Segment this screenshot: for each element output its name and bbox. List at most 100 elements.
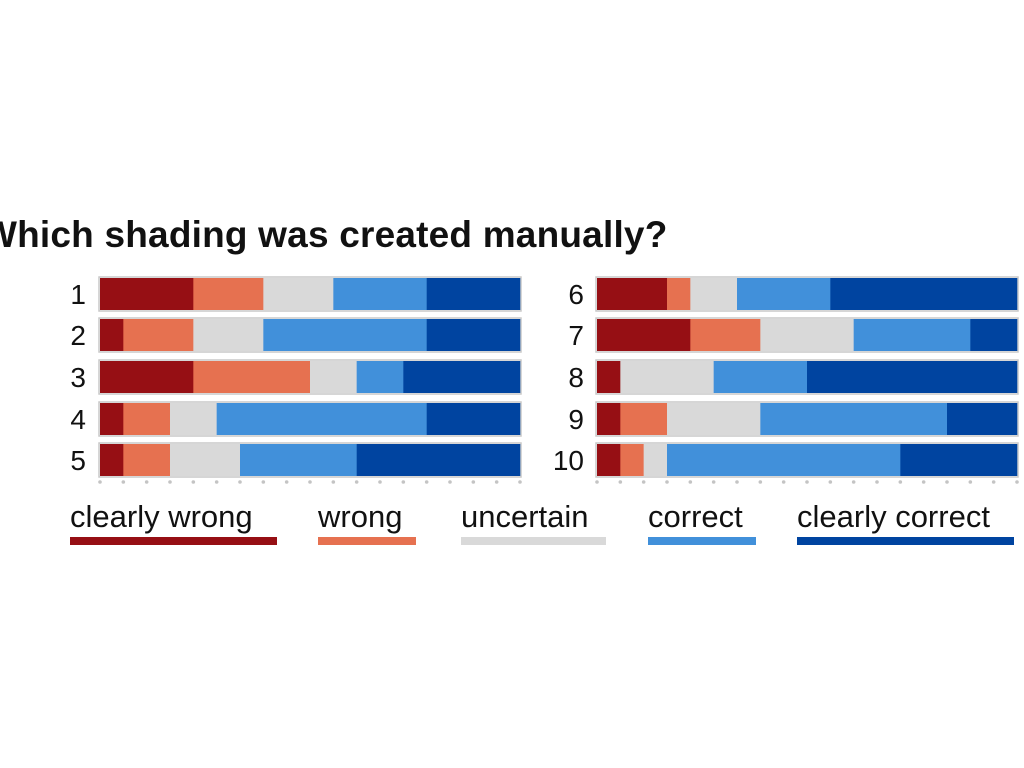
tick-dot bbox=[851, 480, 856, 484]
bar-segment-8-correct bbox=[713, 361, 808, 393]
legend-swatch bbox=[318, 537, 416, 545]
bar-segment-6-uncertain bbox=[690, 278, 738, 310]
bar-segment-5-clearly-wrong bbox=[100, 444, 124, 476]
tick-dot bbox=[238, 480, 242, 484]
bar-segment-2-correct bbox=[263, 319, 427, 351]
bar-segment-3-correct bbox=[356, 361, 404, 393]
legend-label: correct bbox=[648, 499, 743, 534]
row-label: 1 bbox=[70, 279, 86, 310]
bar-segment-9-clearly-wrong bbox=[597, 403, 621, 435]
tick-dot bbox=[688, 480, 693, 484]
bar-row-8: 8 bbox=[568, 359, 1019, 395]
bar-row-1: 1 bbox=[70, 276, 522, 312]
row-label: 2 bbox=[70, 320, 86, 351]
tick-dot bbox=[518, 480, 522, 484]
tick-dot bbox=[261, 480, 266, 484]
bar-segment-3-clearly-correct bbox=[403, 361, 521, 393]
bar-frame bbox=[98, 317, 522, 353]
legend: clearly wrong wrong uncertain correct clearl… bbox=[70, 499, 1014, 545]
tick-dot bbox=[424, 480, 429, 484]
bar-segment-5-clearly-correct bbox=[356, 444, 521, 476]
tick-dot bbox=[711, 480, 716, 484]
tick-dot bbox=[308, 480, 312, 484]
bar-frame bbox=[595, 401, 1019, 437]
tick-marks bbox=[98, 480, 1019, 484]
bar-segment-4-correct bbox=[216, 403, 427, 435]
bar-row-9: 9 bbox=[568, 401, 1019, 437]
bar-row-3: 3 bbox=[70, 359, 522, 395]
bar-row-7: 7 bbox=[568, 317, 1019, 353]
tick-dot bbox=[641, 480, 646, 484]
legend-label: uncertain bbox=[461, 499, 589, 534]
bar-frame bbox=[595, 276, 1019, 312]
bar-segment-6-correct bbox=[737, 278, 831, 310]
row-label: 7 bbox=[568, 320, 584, 351]
bar-segment-9-wrong bbox=[620, 403, 668, 435]
tick-dot bbox=[735, 480, 739, 484]
tick-dot bbox=[875, 480, 879, 484]
bar-segment-4-clearly-wrong bbox=[100, 403, 124, 435]
legend-swatch bbox=[648, 537, 756, 545]
bar-frame bbox=[98, 442, 522, 478]
row-label: 6 bbox=[568, 279, 584, 310]
tick-dot bbox=[595, 480, 599, 484]
bar-segment-2-clearly-wrong bbox=[100, 319, 124, 351]
row-label: 5 bbox=[70, 445, 86, 476]
bar-segment-6-clearly-wrong bbox=[597, 278, 668, 310]
legend-label: wrong bbox=[317, 499, 402, 534]
legend-item-uncertain: uncertain bbox=[461, 499, 606, 545]
tick-dot bbox=[1015, 480, 1019, 484]
chart-title: Which shading was created manually? bbox=[0, 214, 668, 255]
tick-dot bbox=[191, 480, 196, 484]
tick-dot bbox=[991, 480, 996, 484]
legend-swatch bbox=[461, 537, 606, 545]
bar-segment-10-correct bbox=[667, 444, 901, 476]
bar-segment-6-wrong bbox=[667, 278, 691, 310]
tick-dot bbox=[945, 480, 949, 484]
bar-row-5: 5 bbox=[70, 442, 522, 478]
legend-item-correct: correct bbox=[648, 499, 756, 545]
bar-segment-5-uncertain bbox=[170, 444, 241, 476]
bar-frame bbox=[98, 401, 522, 437]
bar-segment-7-wrong bbox=[690, 319, 761, 351]
bar-row-4: 4 bbox=[70, 401, 522, 437]
bar-segment-4-clearly-correct bbox=[426, 403, 521, 435]
bar-segment-7-clearly-wrong bbox=[597, 319, 691, 351]
tick-dot bbox=[121, 480, 126, 484]
bar-segment-4-uncertain bbox=[170, 403, 217, 435]
row-label: 9 bbox=[568, 404, 584, 435]
tick-dot bbox=[618, 480, 623, 484]
bar-frame bbox=[98, 359, 522, 395]
bar-segment-6-clearly-correct bbox=[830, 278, 1018, 310]
row-label: 8 bbox=[568, 362, 584, 393]
bar-segment-3-uncertain bbox=[310, 361, 357, 393]
bar-frame bbox=[98, 276, 522, 312]
bar-segment-9-correct bbox=[760, 403, 948, 435]
bars-layer: 1 2 3 4 5 6 7 8 9 10 bbox=[70, 276, 1019, 478]
tick-dot bbox=[331, 480, 336, 484]
legend-item-clearly-correct: clearly correct bbox=[797, 499, 1014, 545]
tick-dot bbox=[781, 480, 786, 484]
legend-swatch bbox=[797, 537, 1014, 545]
bar-segment-7-clearly-correct bbox=[970, 319, 1018, 351]
bar-row-10: 10 bbox=[553, 442, 1019, 478]
legend-item-clearly-wrong: clearly wrong bbox=[70, 499, 277, 545]
bar-segment-7-uncertain bbox=[760, 319, 854, 351]
tick-dot bbox=[665, 480, 669, 484]
tick-dot bbox=[354, 480, 359, 484]
legend-label: clearly correct bbox=[797, 499, 990, 534]
tick-dot bbox=[98, 480, 102, 484]
bar-frame bbox=[595, 359, 1019, 395]
bar-frame bbox=[595, 442, 1019, 478]
tick-dot bbox=[448, 480, 452, 484]
tick-dot bbox=[378, 480, 382, 484]
bar-segment-7-correct bbox=[853, 319, 971, 351]
bar-segment-3-wrong bbox=[193, 361, 311, 393]
bar-segment-3-clearly-wrong bbox=[100, 361, 194, 393]
tick-dot bbox=[214, 480, 219, 484]
bar-segment-5-correct bbox=[240, 444, 357, 476]
bar-segment-1-uncertain bbox=[263, 278, 334, 310]
bar-segment-2-uncertain bbox=[193, 319, 264, 351]
bar-segment-1-correct bbox=[333, 278, 427, 310]
tick-dot bbox=[758, 480, 763, 484]
